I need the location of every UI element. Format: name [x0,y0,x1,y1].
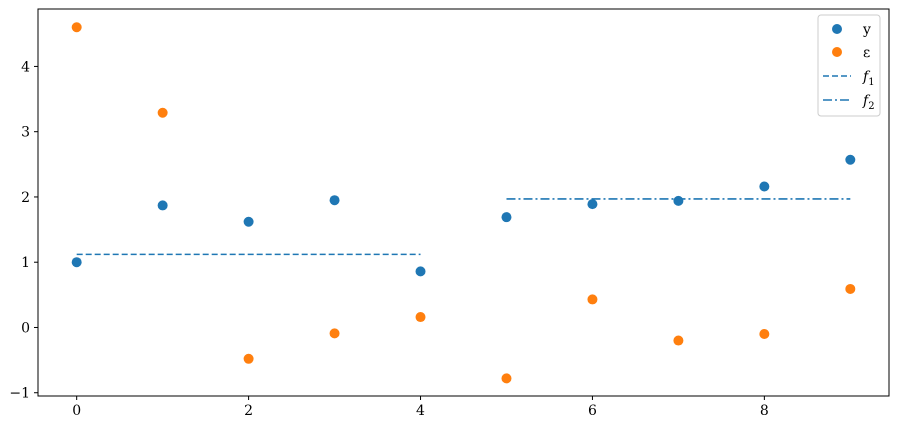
y-point [157,200,168,211]
y-point [759,181,770,192]
y-point [845,154,856,165]
epsilon-point [243,353,254,364]
y-point [673,195,684,206]
legend-marker [832,24,842,34]
legend-marker [832,47,842,57]
x-tick-label: 4 [416,403,425,419]
epsilon-point [845,283,856,294]
legend-label: f1 [862,69,875,88]
epsilon-point [415,312,426,323]
y-point [243,216,254,227]
y-point [329,195,340,206]
y-tick-label: −1 [9,386,30,402]
legend: yε f1 f2 [817,14,881,117]
x-tick-label: 0 [72,403,81,419]
epsilon-point [759,329,770,340]
y-point [501,212,512,223]
y-point [71,257,82,268]
x-tick-label: 6 [588,403,597,419]
x-tick-label: 8 [760,403,769,419]
epsilon-point [329,328,340,339]
legend-label: ε [863,45,870,61]
legend-box [817,14,881,117]
epsilon-point [71,22,82,33]
y-tick-label: 0 [21,320,30,336]
epsilon-point [501,373,512,384]
legend-label: f2 [862,93,875,112]
points-layer [71,22,856,384]
y-tick-label: 1 [21,255,30,271]
y-tick-label: 2 [21,190,30,206]
plot-area [37,8,890,397]
y-axis: −1 0 1 2 3 4 [9,59,38,402]
y-tick-label: 4 [21,59,30,75]
epsilon-point [157,107,168,118]
legend-label: y [862,22,871,38]
x-tick-label: 2 [244,403,253,419]
y-point [415,266,426,277]
y-tick-label: 3 [21,125,30,141]
y-point [587,199,598,210]
epsilon-point [587,294,598,305]
epsilon-point [673,335,684,346]
x-axis: 0 2 4 6 8 [72,396,769,419]
